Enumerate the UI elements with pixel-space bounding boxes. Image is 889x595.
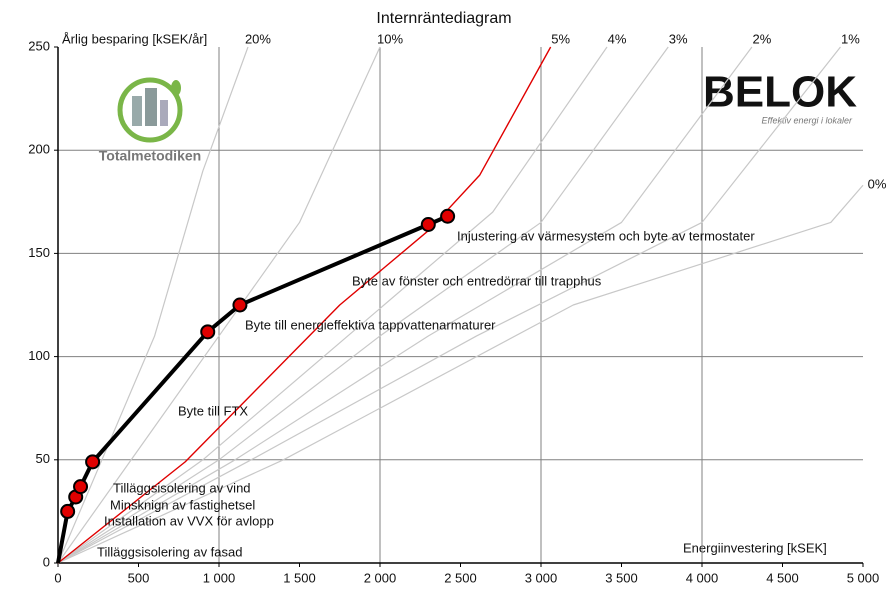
annotation: Installation av VVX för avlopp <box>104 513 274 528</box>
data-point <box>420 217 436 233</box>
logo-text: BELOK <box>703 68 857 117</box>
annotation: Byte av fönster och entredörrar till tra… <box>352 273 602 288</box>
annotation: Injustering av värmesystem och byte av t… <box>457 228 755 243</box>
logo-subtext: Effektiv energi i lokaler <box>761 115 853 125</box>
x-tick-label: 4 500 <box>766 570 799 585</box>
x-tick-label: 3 000 <box>525 570 558 585</box>
series-line <box>57 184 864 564</box>
data-point <box>73 479 89 495</box>
data-point <box>85 454 101 470</box>
logo-right: BELOK Effektiv energi i lokaler <box>703 68 857 126</box>
logo-ring <box>117 77 183 143</box>
series-line <box>57 46 841 564</box>
x-tick-label: 4 000 <box>686 570 719 585</box>
series-label: 10% <box>377 31 403 46</box>
series-line <box>57 46 381 564</box>
annotation: Byte till energieffektiva tappvattenarma… <box>245 317 496 332</box>
x-tick-label: 2 000 <box>364 570 397 585</box>
x-tick-label: 1 500 <box>283 570 316 585</box>
series-line <box>57 46 552 564</box>
series-line <box>57 46 753 564</box>
series-label: 1% <box>841 31 860 46</box>
y-tick-label: 200 <box>28 142 50 157</box>
y-tick-label: 250 <box>28 38 50 53</box>
series-line <box>57 46 608 564</box>
logo-leaf <box>171 80 181 96</box>
x-tick-label: 0 <box>54 570 61 585</box>
x-tick-label: 5 000 <box>847 570 880 585</box>
logo-left: Totalmetodiken <box>99 77 201 164</box>
logo-text: Totalmetodiken <box>99 148 201 164</box>
logo-building <box>160 100 168 126</box>
annotation: Tilläggsisolering av vind <box>113 480 251 495</box>
series-label: 20% <box>245 31 271 46</box>
x-tick-label: 500 <box>128 570 150 585</box>
x-tick-label: 2 500 <box>444 570 477 585</box>
series-line <box>57 46 249 564</box>
y-tick-label: 0 <box>43 554 50 569</box>
data-point <box>440 208 456 224</box>
y-tick-label: 150 <box>28 245 50 260</box>
y-axis-label: Årlig besparing [kSEK/år] <box>62 31 207 46</box>
annotation: Tilläggsisolering av fasad <box>97 544 242 559</box>
logo-building <box>132 96 142 126</box>
series-label: 5% <box>551 31 570 46</box>
x-tick-label: 3 500 <box>605 570 638 585</box>
x-tick-label: 1 000 <box>203 570 236 585</box>
x-axis-label: Energiinvestering [kSEK] <box>683 540 827 555</box>
series-label: 3% <box>669 31 688 46</box>
series-label: 2% <box>753 31 772 46</box>
logo-building <box>145 88 157 126</box>
data-point <box>232 297 248 313</box>
y-tick-label: 50 <box>36 451 50 466</box>
series-label: 4% <box>608 31 627 46</box>
annotation: Minsknign av fastighetsel <box>110 497 255 512</box>
series-label: 0% <box>868 177 887 192</box>
annotation: Byte till FTX <box>178 403 248 418</box>
data-point <box>60 503 76 519</box>
series-line <box>57 46 669 564</box>
y-tick-label: 100 <box>28 348 50 363</box>
data-point <box>200 324 216 340</box>
chart-title: Internräntediagram <box>376 10 511 27</box>
